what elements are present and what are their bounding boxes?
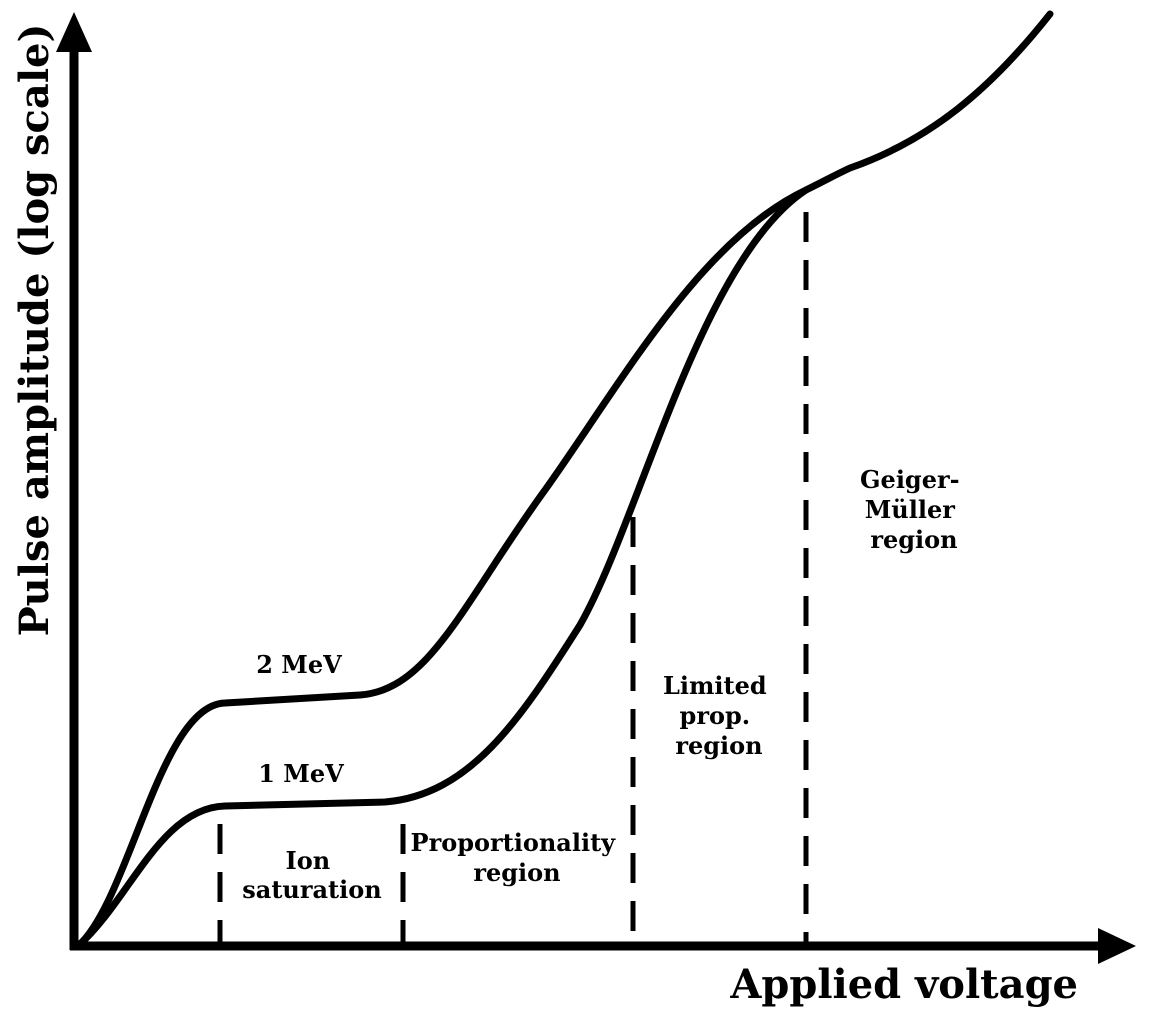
curve-2mev	[74, 10, 1054, 950]
y-axis-title: Pulse amplitude (log scale)	[11, 24, 58, 637]
region-proportionality-label: Proportionality region	[411, 828, 624, 887]
curve-1mev-label: 1 MeV	[258, 759, 344, 788]
region-geiger-muller-label: Geiger- Müller region	[860, 465, 968, 554]
x-axis-title: Applied voltage	[729, 961, 1078, 1008]
x-axis-arrowhead	[1098, 928, 1136, 964]
curve-1mev	[74, 186, 810, 950]
region-limited-prop-label: Limited prop. region	[663, 671, 775, 760]
curve-2mev-label: 2 MeV	[256, 650, 342, 679]
region-ion-saturation-label: Ion saturation	[242, 846, 381, 904]
y-axis-arrowhead	[56, 12, 92, 52]
